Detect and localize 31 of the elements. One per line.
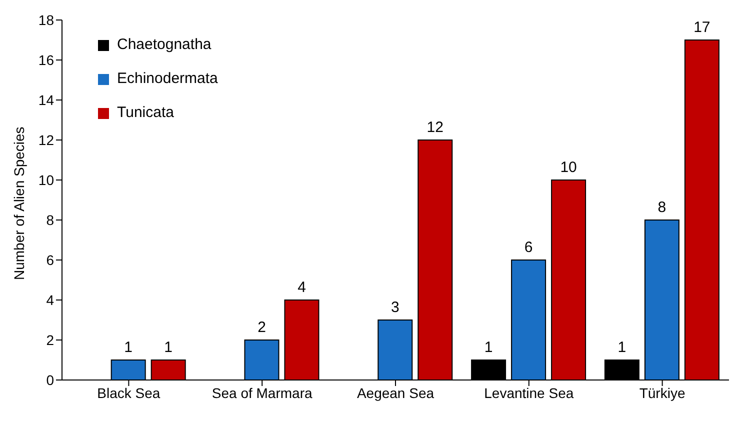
y-tick-label: 8 [46, 212, 54, 228]
legend-label: Chaetognatha [117, 35, 212, 55]
y-tick-label: 2 [46, 332, 54, 348]
data-label: 1 [164, 339, 173, 356]
x-tick-label: Black Sea [97, 384, 160, 401]
y-tick-label: 18 [38, 12, 54, 28]
data-label: 8 [658, 199, 666, 216]
data-label: 3 [390, 299, 400, 316]
x-tick-label: Türkiye [639, 384, 686, 401]
y-tick-label: 10 [38, 172, 54, 188]
data-label: 1 [618, 339, 626, 356]
y-tick-label: 16 [38, 52, 54, 68]
legend-label: Echinodermata [117, 69, 218, 89]
legend-label: Tunicata [117, 103, 174, 123]
data-label: 6 [524, 239, 533, 256]
data-label: 1 [484, 339, 493, 356]
y-tick-label: 6 [46, 252, 54, 268]
data-label: 10 [560, 159, 577, 176]
x-tick-label: Levantine Sea [484, 384, 574, 401]
y-tick-label: 0 [46, 372, 54, 388]
data-label: 2 [258, 319, 266, 336]
y-tick-label: 14 [38, 92, 54, 108]
data-label: 12 [426, 119, 444, 136]
y-tick-label: 4 [46, 292, 54, 308]
data-label: 1 [124, 339, 133, 356]
y-tick-label: 12 [38, 132, 54, 148]
data-label: 4 [298, 279, 306, 296]
x-tick-label: Sea of Marmara [212, 384, 312, 401]
x-tick-label: Aegean Sea [356, 384, 434, 401]
data-label: 17 [694, 19, 710, 36]
y-axis-title: Number of Alien Species [10, 126, 27, 280]
